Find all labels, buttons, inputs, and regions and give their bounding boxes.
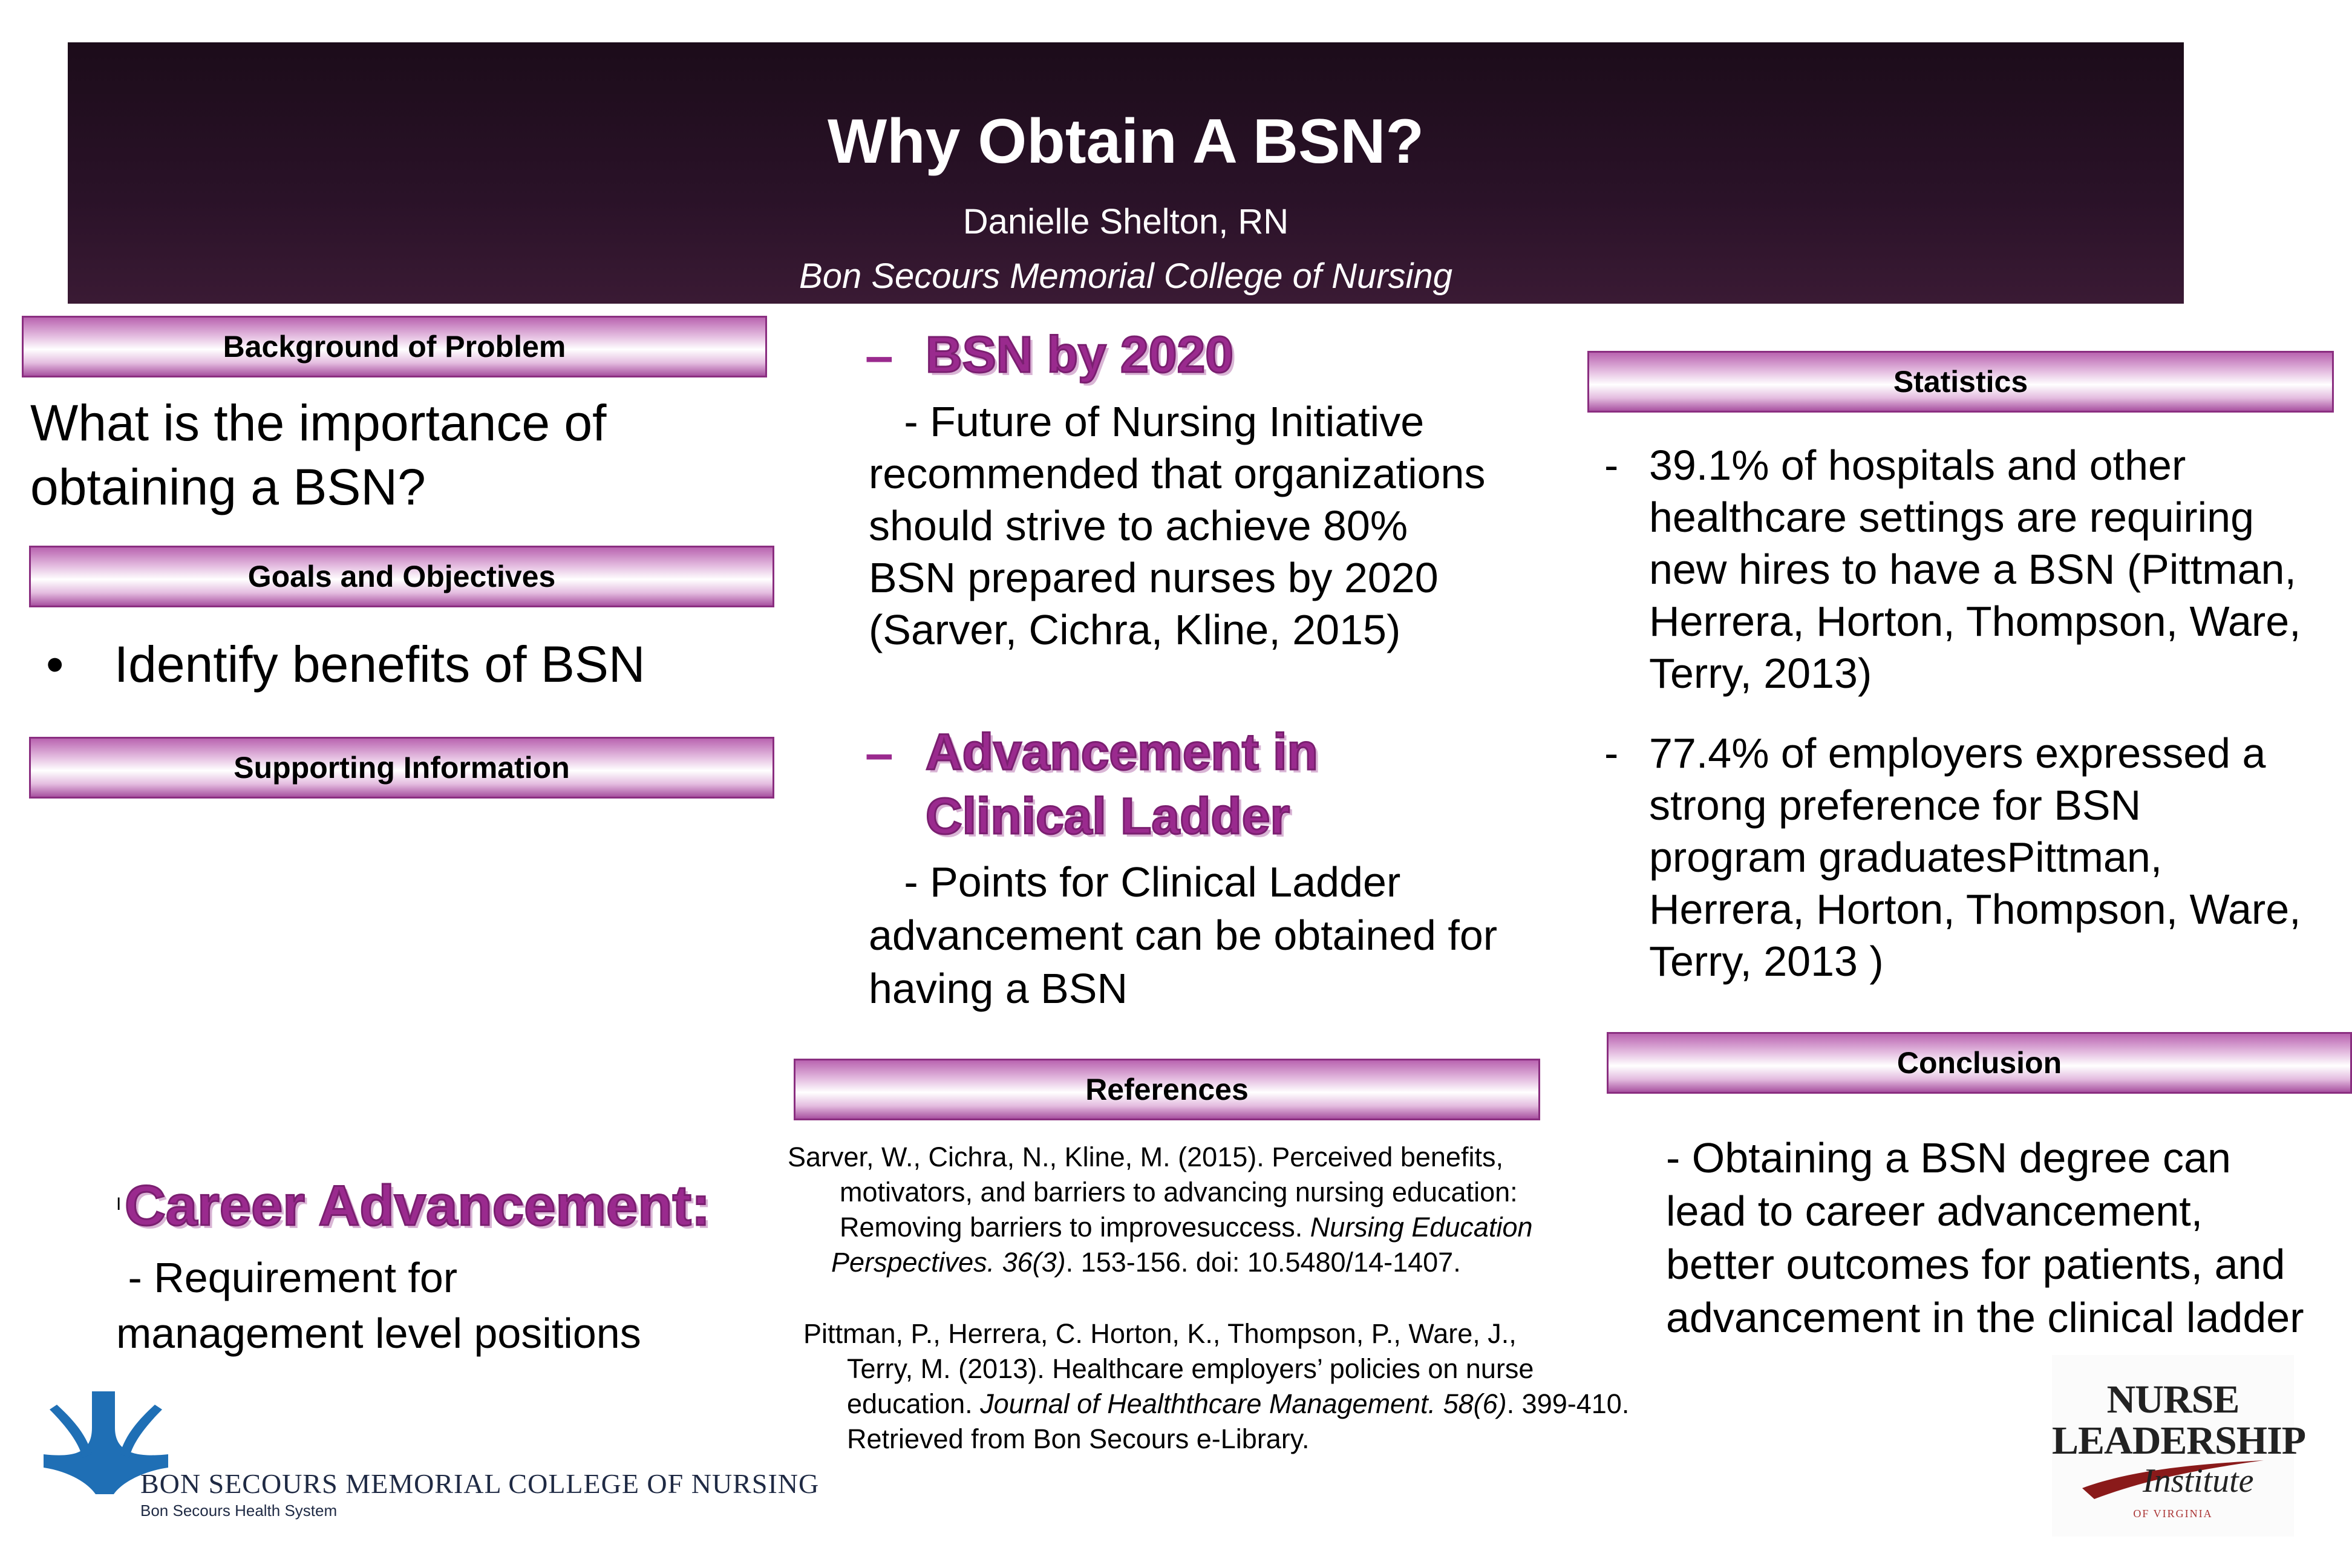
- ladder-heading-line: Advancement in: [925, 723, 1319, 782]
- background-text: What is the importance of obtaining a BS…: [30, 391, 606, 519]
- stat-line: 39.1% of hospitals and other: [1649, 442, 2186, 489]
- conclusion-line: better outcomes for patients, and: [1666, 1241, 2285, 1288]
- stat-line: Terry, 2013 ): [1649, 938, 1884, 985]
- bsn-line: BSN prepared nurses by 2020: [869, 554, 1439, 601]
- background-line: What is the importance of: [30, 394, 607, 451]
- poster-title: Why Obtain A BSN?: [827, 106, 1425, 177]
- stat-line: Herrera, Horton, Thompson, Ware,: [1649, 886, 2301, 933]
- reference-line: Terry, M. (2013). Healthcare employers’ …: [847, 1353, 1534, 1384]
- author-name: Danielle Shelton, RN: [962, 202, 1289, 241]
- goals-list: • Identify benefits of BSN: [46, 635, 645, 693]
- stat-line: program graduatesPittman,: [1649, 834, 2163, 881]
- career-line: management level positions: [116, 1310, 641, 1357]
- title-banner: Why Obtain A BSN? Danielle Shelton, RN B…: [68, 42, 2184, 304]
- reference-line: Perspectives. 36(3). 153-156. doi: 10.54…: [788, 1245, 1635, 1280]
- ladder-dash: –: [865, 725, 893, 782]
- ladder-line: having a BSN: [869, 965, 1128, 1012]
- stat-line: new hires to have a BSN (Pittman,: [1649, 546, 2296, 593]
- bon-secours-subtitle: Bon Secours Health System: [140, 1501, 338, 1520]
- reference-line: Removing barriers to improvesuccess. Nur…: [788, 1210, 1635, 1245]
- ladder-line: advancement can be obtained for: [869, 912, 1498, 959]
- college-name: Bon Secours Memorial College of Nursing: [799, 256, 1452, 296]
- reference-1: Sarver, W., Cichra, N., Kline, M. (2015)…: [788, 1140, 1635, 1280]
- nli-line: NURSE: [2106, 1377, 2240, 1422]
- bsn-text: - Future of Nursing Initiative recommend…: [869, 396, 1485, 656]
- background-header: Background of Problem: [22, 316, 767, 377]
- conclusion-header: Conclusion: [1607, 1032, 2352, 1094]
- stat-line: strong preference for BSN: [1649, 782, 2141, 829]
- reference-line: motivators, and barriers to advancing nu…: [840, 1177, 1518, 1207]
- ladder-heading-line: Clinical Ladder: [925, 787, 1291, 846]
- stat-line: healthcare settings are requiring: [1649, 494, 2255, 541]
- journal-title: Perspectives. 36(3): [831, 1247, 1066, 1278]
- bon-secours-cross-icon: [44, 1391, 168, 1494]
- career-text: - Requirement for management level posit…: [116, 1250, 641, 1361]
- bsn-line: (Sarver, Cichra, Kline, 2015): [869, 606, 1401, 653]
- reference-2: Pittman, P., Herrera, C. Horton, K., Tho…: [803, 1316, 1711, 1457]
- statistics-header: Statistics: [1587, 351, 2334, 413]
- stat-1: 39.1% of hospitals and other healthcare …: [1649, 439, 2301, 699]
- background-line: obtaining a BSN?: [30, 459, 426, 515]
- conclusion-line: - Obtaining a BSN degree can: [1666, 1134, 2231, 1181]
- conclusion-line: lead to career advancement,: [1666, 1187, 2203, 1235]
- supporting-header: Supporting Information: [29, 737, 774, 799]
- conclusion-line: advancement in the clinical ladder: [1666, 1294, 2304, 1341]
- references-header: References: [794, 1059, 1540, 1120]
- ladder-line: - Points for Clinical Ladder: [869, 858, 1401, 906]
- bsn-heading: BSN by 2020: [925, 325, 1235, 384]
- conclusion-text: - Obtaining a BSN degree can lead to car…: [1666, 1131, 2304, 1344]
- stat-2: 77.4% of employers expressed a strong pr…: [1649, 727, 2301, 987]
- reference-fragment: Removing barriers to improvesuccess.: [840, 1212, 1310, 1243]
- bsn-line: recommended that organizations: [869, 450, 1486, 497]
- goals-item: Identify benefits of BSN: [114, 636, 645, 693]
- nli-line: LEADERSHIP: [2052, 1419, 2306, 1463]
- career-heading: Career Advancement:: [123, 1173, 711, 1238]
- goals-header: Goals and Objectives: [29, 546, 774, 607]
- bullet-icon: •: [46, 636, 64, 693]
- stat-line: 77.4% of employers expressed a: [1649, 730, 2266, 777]
- reference-line: Retrieved from Bon Secours e-Library.: [847, 1423, 1310, 1454]
- bsn-line: should strive to achieve 80%: [869, 502, 1408, 549]
- stat-dash: -: [1604, 442, 1619, 489]
- bon-secours-logo: BON SECOURS MEMORIAL COLLEGE OF NURSING …: [44, 1391, 818, 1524]
- career-marker: I: [116, 1194, 122, 1214]
- reference-fragment: . 153-156. doi: 10.5480/14-1407.: [1065, 1247, 1461, 1278]
- career-line: - Requirement for: [116, 1254, 458, 1301]
- stat-dash: -: [1604, 730, 1619, 777]
- reference-line: Sarver, W., Cichra, N., Kline, M. (2015)…: [788, 1142, 1503, 1172]
- nli-line: OF VIRGINIA: [2133, 1508, 2213, 1520]
- journal-title: Nursing Education: [1310, 1212, 1533, 1243]
- reference-fragment: . 399-410.: [1506, 1388, 1630, 1419]
- stat-line: Terry, 2013): [1649, 650, 1872, 697]
- stat-line: Herrera, Horton, Thompson, Ware,: [1649, 598, 2301, 645]
- swoosh-icon: [2082, 1460, 2264, 1499]
- ladder-heading: Advancement in Clinical Ladder: [925, 720, 1319, 848]
- reference-line: Pittman, P., Herrera, C. Horton, K., Tho…: [803, 1318, 1517, 1349]
- bon-secours-name: BON SECOURS MEMORIAL COLLEGE OF NURSING: [140, 1468, 820, 1499]
- reference-line: education. Journal of Healththcare Manag…: [803, 1387, 1711, 1422]
- bsn-dash: –: [865, 327, 893, 384]
- journal-title: Journal of Healththcare Management. 58(6…: [980, 1388, 1507, 1419]
- bsn-line: - Future of Nursing Initiative: [869, 398, 1425, 445]
- nurse-leadership-logo: NURSE LEADERSHIP Institute OF VIRGINIA: [2052, 1355, 2306, 1537]
- ladder-text: - Points for Clinical Ladder advancement…: [869, 855, 1497, 1015]
- nli-line: Institute: [2143, 1462, 2254, 1500]
- reference-fragment: education.: [847, 1388, 981, 1419]
